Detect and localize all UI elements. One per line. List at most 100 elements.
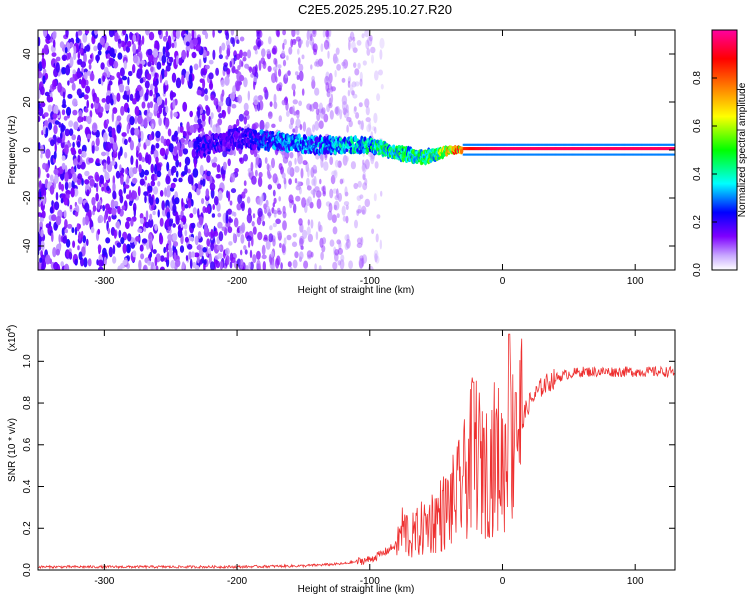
heatmap-noise-cell — [203, 259, 207, 265]
heatmap-signal-halo — [649, 153, 652, 156]
heatmap-noise-cell — [246, 235, 252, 242]
heatmap-noise-cell — [215, 67, 220, 76]
heatmap-noise-cell — [112, 256, 117, 264]
heatmap-noise-cell — [261, 254, 267, 260]
heatmap-noise-cell — [357, 204, 362, 214]
heatmap-noise-cell — [71, 134, 76, 141]
heatmap-noise-cell — [208, 247, 212, 255]
heatmap-noise-cell — [184, 164, 188, 175]
heatmap-signal-halo — [608, 153, 611, 156]
heatmap-signal-cell — [596, 147, 599, 151]
heatmap-signal-halo — [513, 143, 516, 146]
heatmap-noise-cell — [342, 155, 348, 166]
heatmap-signal-halo — [551, 143, 554, 146]
heatmap-signal-halo — [613, 153, 616, 156]
heatmap-noise-cell — [358, 102, 363, 108]
heatmap-signal-halo — [541, 143, 544, 146]
heatmap-noise-cell — [305, 39, 310, 48]
heatmap-noise-cell — [182, 101, 188, 112]
heatmap-noise-cell — [263, 86, 268, 93]
colorbar-ticks: 0.0 0.2 0.4 0.6 0.8 — [692, 71, 717, 277]
heatmap-noise-cell — [362, 174, 366, 181]
heatmap-noise-cell — [231, 103, 237, 109]
heatmap-noise-cell — [172, 241, 179, 247]
heatmap-noise-cell — [298, 70, 304, 82]
heatmap-signal-halo — [663, 143, 666, 146]
heatmap-signal-halo — [527, 153, 530, 156]
heatmap-noise-cell — [371, 54, 374, 64]
heatmap-noise-cell — [151, 123, 154, 130]
heatmap-noise-cell — [349, 31, 355, 41]
heatmap-signal-halo — [466, 143, 469, 146]
heatmap-noise-cell — [46, 173, 50, 179]
heatmap-noise-cell — [269, 101, 273, 107]
heatmap-noise-cell — [72, 98, 78, 107]
heatmap-signal-cell — [524, 147, 527, 151]
heatmap-signal-cell — [392, 144, 396, 150]
heatmap-noise-cell — [165, 117, 170, 128]
heatmap-noise-cell — [84, 202, 90, 213]
heatmap-noise-cell — [188, 251, 192, 260]
heatmap-signal-cell — [195, 153, 199, 159]
heatmap-noise-cell — [168, 244, 172, 251]
heatmap-signal-cell — [642, 147, 645, 151]
heatmap-noise-cell — [243, 102, 249, 112]
heatmap-noise-cell — [78, 78, 82, 85]
heatmap-noise-cell — [359, 194, 364, 199]
heatmap-noise-cell — [225, 214, 229, 224]
heatmap-noise-cell — [154, 72, 158, 78]
heatmap-noise-cell — [159, 234, 164, 245]
heatmap-noise-cell — [343, 109, 350, 119]
heatmap-noise-cell — [197, 208, 200, 218]
heatmap-noise-cell — [86, 99, 89, 109]
heatmap-noise-cell — [144, 169, 150, 176]
heatmap-signal-halo — [477, 153, 480, 156]
heatmap-signal-cell — [665, 147, 668, 151]
heatmap-signal-cell — [568, 147, 571, 151]
heatmap-noise-cell — [77, 30, 83, 36]
heatmap-noise-cell — [218, 231, 224, 242]
heatmap-noise-cell — [366, 48, 371, 56]
heatmap-noise-cell — [198, 123, 203, 129]
heatmap-noise-cell — [68, 120, 74, 128]
heatmap-noise-cell — [307, 196, 312, 204]
heatmap-noise-cell — [236, 118, 240, 127]
heatmap-noise-cell — [160, 255, 165, 262]
heatmap-noise-cell — [281, 50, 286, 58]
heatmap-signal-cell — [480, 147, 483, 151]
heatmap-noise-cell — [116, 92, 121, 103]
heatmap-noise-cell — [60, 261, 64, 267]
heatmap-noise-cell — [138, 164, 142, 174]
heatmap-signal-halo — [496, 153, 499, 156]
heatmap-noise-cell — [127, 76, 130, 86]
heatmap-noise-cell — [194, 30, 197, 41]
heatmap-noise-cell — [111, 213, 117, 220]
heatmap-noise-cell — [227, 158, 231, 167]
heatmap-noise-cell — [186, 121, 190, 132]
heatmap-signal-cell — [525, 147, 528, 151]
heatmap-noise-cell — [174, 130, 179, 137]
heatmap-noise-cell — [373, 249, 379, 260]
heatmap-noise-cell — [77, 51, 81, 60]
heatmap-noise-cell — [379, 49, 383, 60]
heatmap-noise-cell — [89, 179, 95, 187]
heatmap-signal-halo — [486, 143, 488, 146]
heatmap-noise-cell — [55, 215, 62, 226]
heatmap-signal-halo — [602, 143, 605, 146]
heatmap-noise-cell — [72, 109, 78, 116]
heatmap-noise-cell — [137, 44, 142, 53]
heatmap-noise-cell — [265, 199, 269, 208]
heatmap-noise-cell — [134, 106, 140, 116]
heatmap-noise-cell — [282, 59, 287, 67]
heatmap-noise-cell — [175, 159, 180, 168]
heatmap-noise-cell — [336, 64, 341, 71]
heatmap-noise-cell — [251, 175, 257, 185]
heatmap-noise-cell — [353, 106, 357, 112]
heatmap-noise-cell — [94, 145, 100, 152]
heatmap-noise-cell — [144, 221, 150, 229]
heatmap-noise-cell — [125, 46, 130, 53]
heatmap-noise-cell — [248, 66, 253, 73]
heatmap-noise-cell — [319, 178, 322, 185]
heatmap-signal-halo — [499, 143, 502, 146]
heatmap-signal-halo — [555, 153, 557, 156]
